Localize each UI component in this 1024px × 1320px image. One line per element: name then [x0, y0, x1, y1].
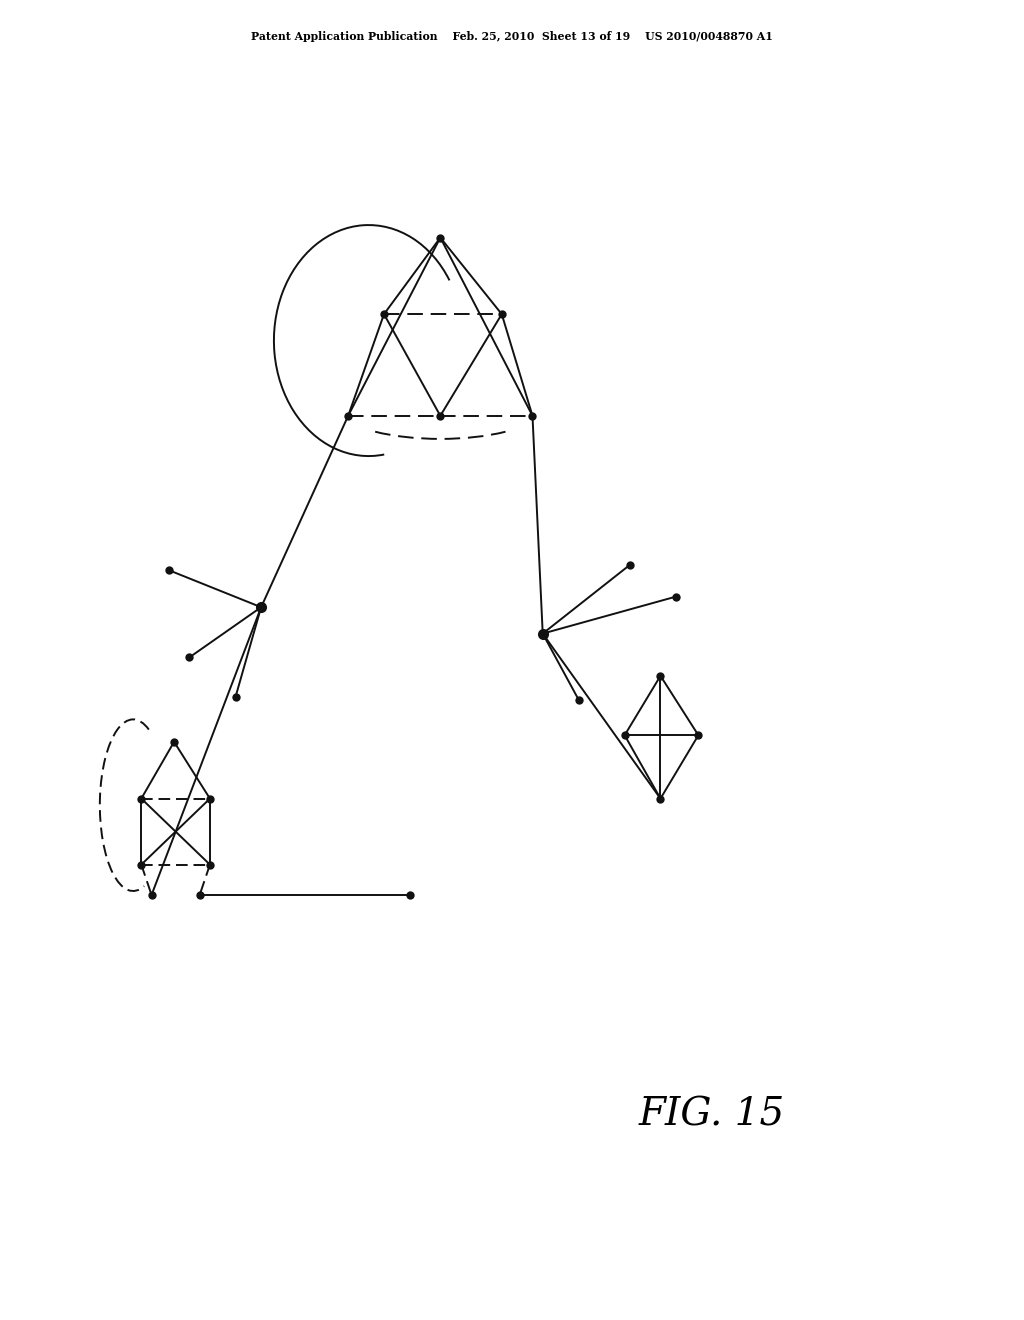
Text: FIG. 15: FIG. 15 [639, 1097, 784, 1134]
Text: Patent Application Publication    Feb. 25, 2010  Sheet 13 of 19    US 2010/00488: Patent Application Publication Feb. 25, … [251, 30, 773, 42]
